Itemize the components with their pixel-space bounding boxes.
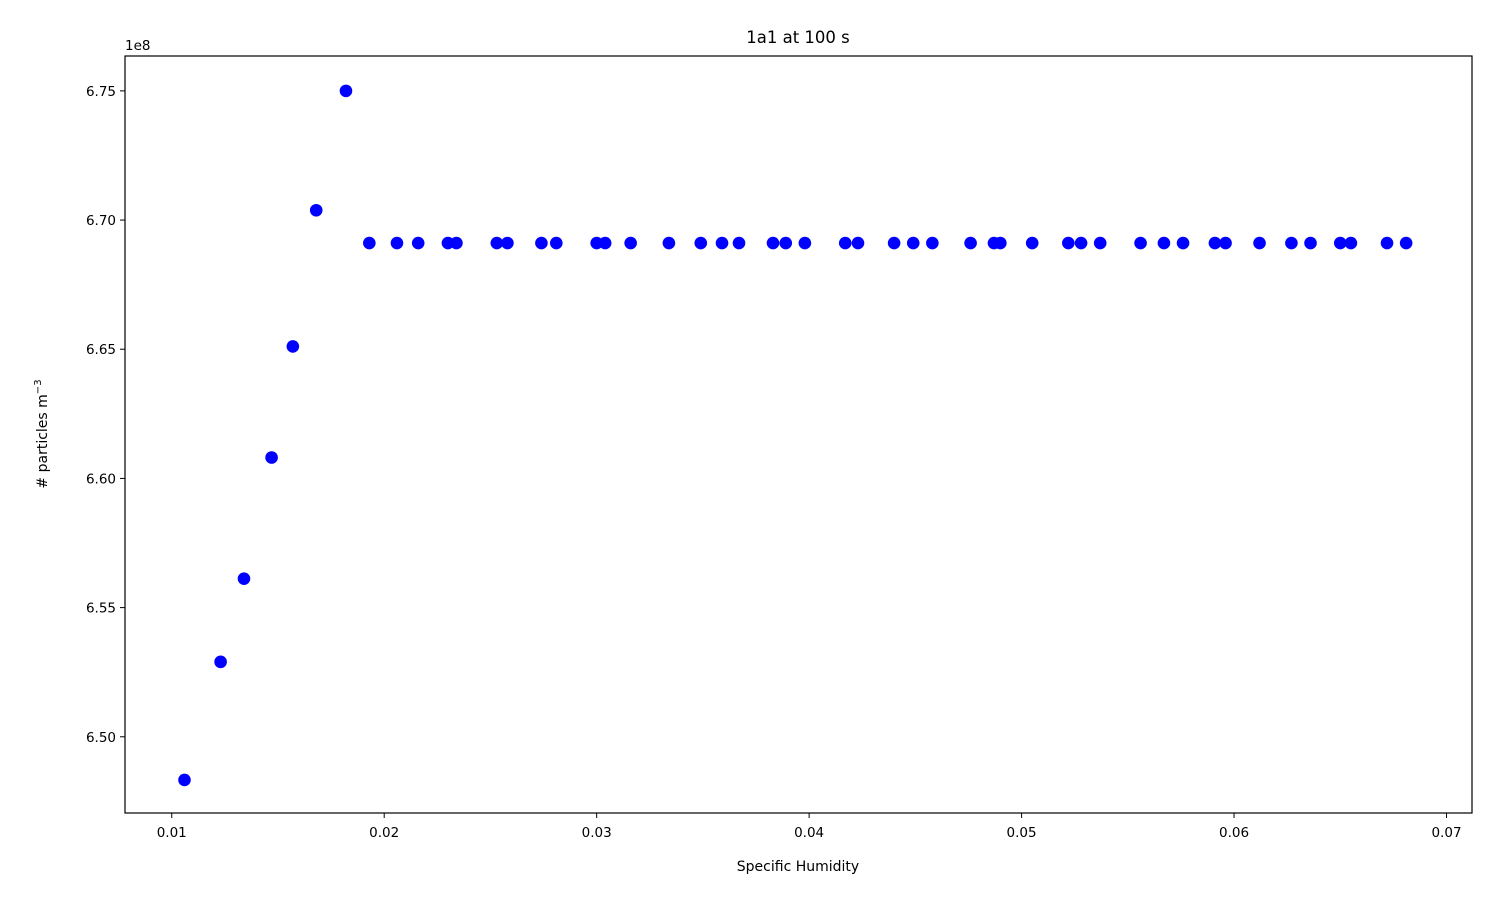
data-point (1176, 236, 1190, 250)
data-point (214, 655, 227, 669)
data-point (390, 236, 404, 250)
data-point (490, 236, 504, 250)
plot-frame (124, 55, 1473, 814)
data-point (1157, 236, 1171, 250)
chart-title: 1a1 at 100 s (746, 28, 850, 47)
y-tick-label: 6.50 (86, 730, 116, 746)
x-tick-label: 0.06 (1219, 825, 1249, 841)
data-point (1399, 236, 1413, 250)
x-tick-label: 0.03 (582, 825, 612, 841)
data-point (798, 236, 812, 250)
data-point (1093, 236, 1107, 250)
data-point (549, 236, 563, 250)
y-axis: 6.50 6.55 6.60 6.65 6.70 6.75 (86, 84, 125, 746)
data-point (1134, 236, 1147, 250)
data-point (851, 236, 865, 250)
data-point (694, 236, 708, 250)
y-tick-label: 6.55 (86, 601, 116, 617)
data-point (732, 236, 746, 250)
data-point (411, 236, 425, 250)
data-point (363, 236, 376, 250)
y-axis-label-text: # particles m (35, 394, 51, 488)
data-point (715, 236, 729, 250)
data-point (535, 236, 548, 250)
data-point (994, 236, 1007, 250)
x-tick-label: 0.02 (369, 825, 399, 841)
data-point (779, 236, 793, 250)
y-offset-label: 1e8 (125, 38, 150, 54)
x-axis: 0.01 0.02 0.03 0.04 0.05 0.06 0.07 (157, 813, 1462, 841)
data-point (1208, 236, 1222, 250)
data-point (1285, 236, 1298, 250)
y-tick-label: 6.65 (86, 342, 116, 358)
y-axis-label-superscript: −3 (33, 379, 44, 394)
data-point (450, 236, 463, 250)
data-point (1025, 236, 1039, 250)
data-point (265, 451, 278, 464)
data-point (1380, 236, 1394, 250)
data-point (1253, 236, 1266, 250)
data-point (1062, 236, 1075, 250)
data-point (237, 572, 251, 585)
y-tick-label: 6.75 (86, 84, 116, 100)
data-point (1219, 236, 1232, 250)
data-point (309, 203, 323, 217)
data-point (838, 236, 852, 250)
x-tick-label: 0.04 (794, 825, 824, 841)
data-point (1344, 236, 1358, 250)
data-point (662, 236, 676, 250)
data-point (766, 236, 780, 250)
data-point (598, 236, 612, 250)
data-point (906, 236, 920, 250)
y-tick-label: 6.70 (86, 213, 116, 229)
data-point (339, 84, 353, 98)
data-point (926, 236, 939, 250)
data-point (887, 236, 901, 250)
data-point (178, 773, 191, 787)
y-tick-label: 6.60 (86, 471, 116, 487)
data-point (964, 236, 977, 250)
data-points (178, 84, 1413, 787)
data-point (286, 340, 300, 353)
data-point (624, 236, 637, 250)
x-axis-label: Specific Humidity (737, 859, 859, 875)
x-tick-label: 0.05 (1007, 825, 1037, 841)
data-point (501, 236, 514, 250)
y-axis-label: # particles m−3 (33, 379, 51, 488)
data-point (1304, 236, 1317, 250)
data-point (1333, 236, 1347, 250)
data-point (1074, 236, 1088, 250)
x-tick-label: 0.07 (1431, 825, 1461, 841)
x-tick-label: 0.01 (157, 825, 187, 841)
